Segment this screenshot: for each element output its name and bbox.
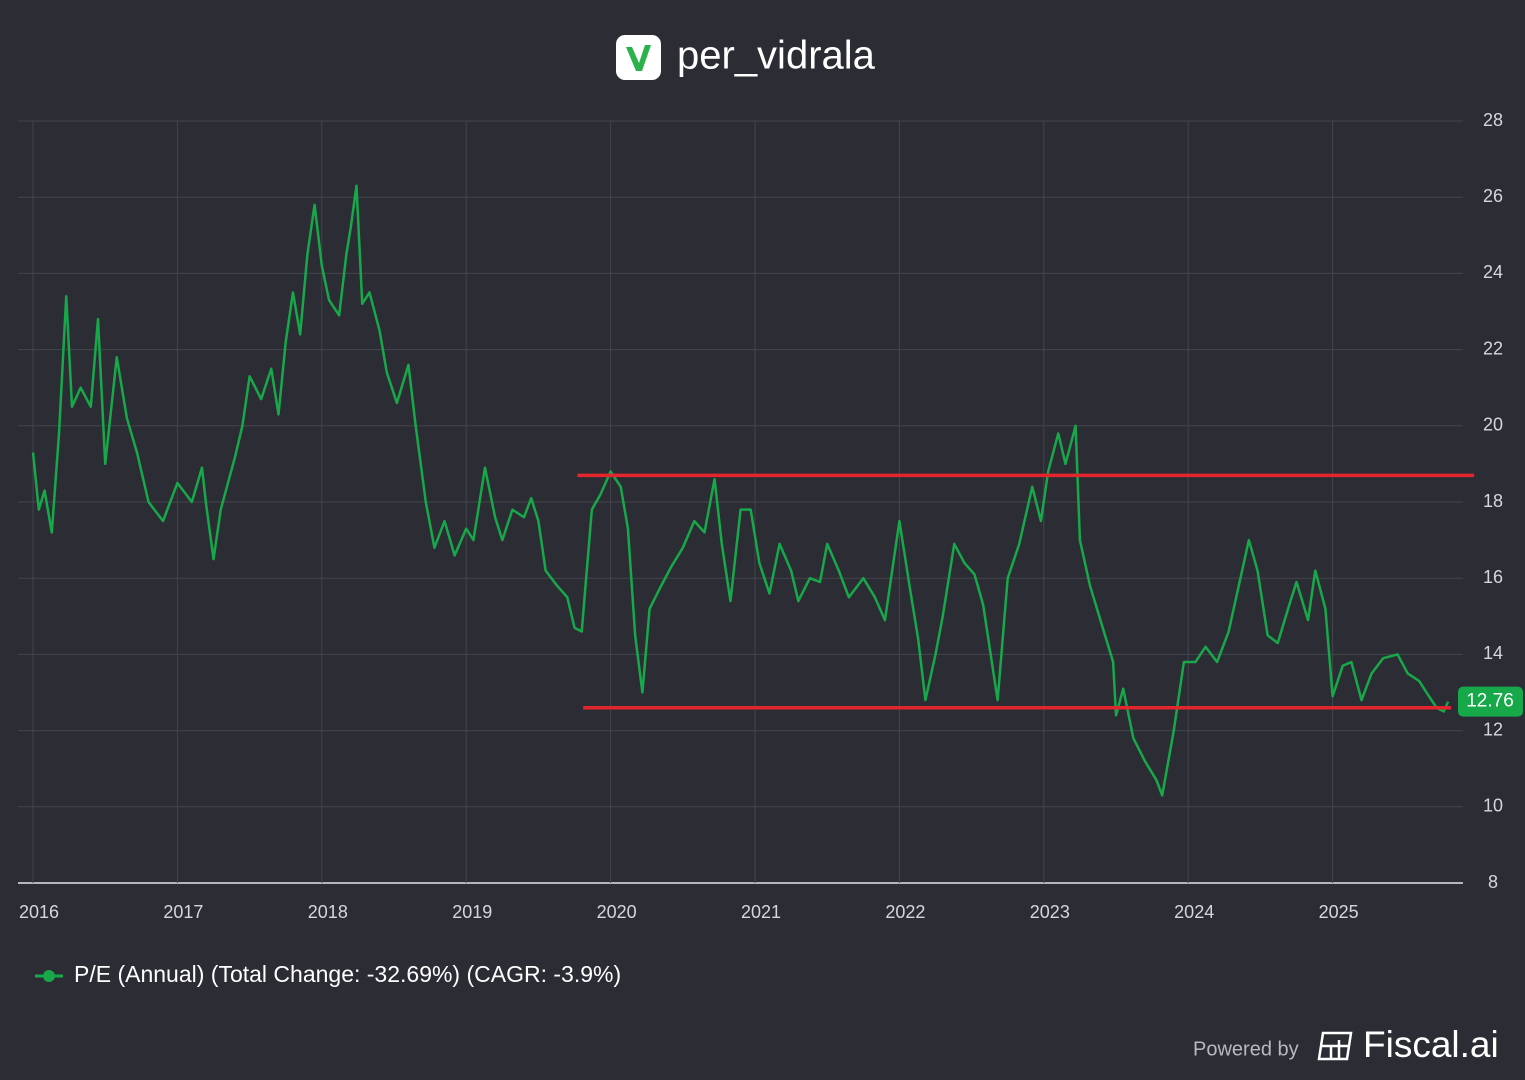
y-tick-label: 24: [1483, 262, 1503, 282]
x-tick-label: 2016: [19, 902, 59, 922]
x-tick-label: 2022: [885, 902, 925, 922]
y-tick-label: 26: [1483, 186, 1503, 206]
x-tick-label: 2025: [1319, 902, 1359, 922]
x-tick-label: 2020: [597, 902, 637, 922]
y-tick-label: 14: [1483, 643, 1503, 663]
legend-label: P/E (Annual) (Total Change: -32.69%) (CA…: [74, 961, 621, 987]
logo-mark: [626, 45, 651, 71]
x-tick-label: 2023: [1030, 902, 1070, 922]
y-tick-label: 18: [1483, 491, 1503, 511]
x-tick-label: 2017: [163, 902, 203, 922]
logo: [616, 35, 661, 80]
credit: Powered by: [1193, 1038, 1299, 1060]
y-tick-label: 20: [1483, 415, 1503, 435]
y-tick-label: 16: [1483, 567, 1503, 587]
x-tick-label: 2024: [1174, 902, 1214, 922]
last-value-badge: [1458, 686, 1523, 717]
y-tick-label: 22: [1483, 338, 1503, 358]
brand-icon: [1317, 1031, 1353, 1061]
y-tick-label: 12: [1483, 719, 1503, 739]
chart-title: per_vidrala: [677, 34, 876, 78]
y-tick-label: 28: [1483, 110, 1503, 130]
legend-marker: [43, 970, 55, 982]
x-tick-label: 2018: [308, 902, 348, 922]
credit-brand: Fiscal.ai: [1363, 1024, 1499, 1065]
x-tick-label: 2021: [741, 902, 781, 922]
x-tick-label: 2019: [452, 902, 492, 922]
y-tick-label: 8: [1488, 872, 1498, 892]
last-value-label: 12.76: [1466, 691, 1514, 712]
y-tick-label: 10: [1483, 796, 1503, 816]
series-line: [31, 184, 1450, 797]
